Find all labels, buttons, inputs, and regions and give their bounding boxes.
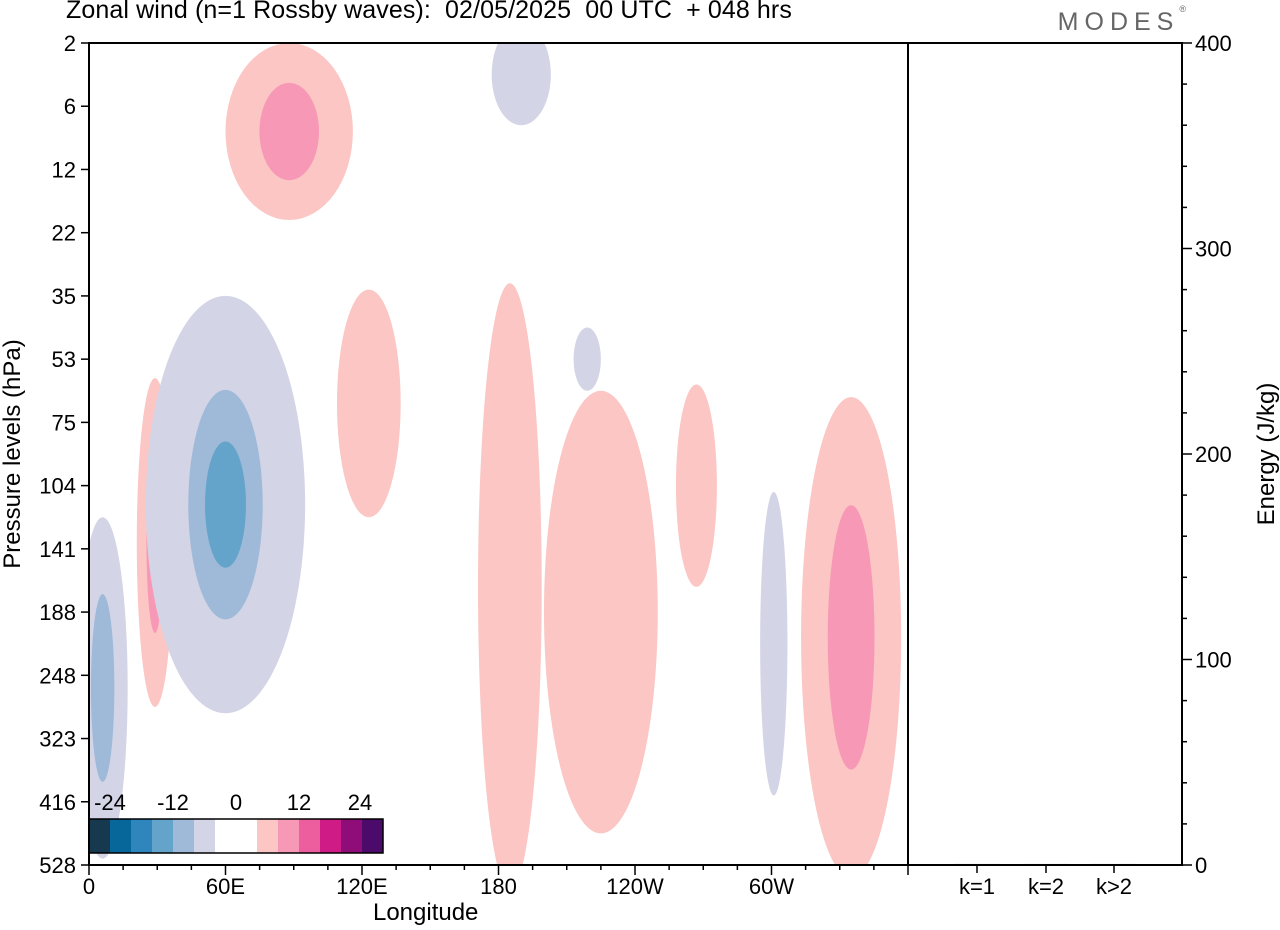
contour-positive-level-1 (675, 384, 717, 587)
contour-feature-12 (801, 397, 902, 865)
x-tick-label: 60E (206, 874, 245, 899)
energy-tick-label: 300 (1195, 237, 1232, 262)
chart-title: Zonal wind (n=1 Rossby waves): 02/05/202… (66, 0, 792, 24)
y-tick-label: 35 (52, 284, 76, 309)
colorbar-bin-zero (215, 819, 236, 853)
y-tick-label: 323 (39, 727, 76, 752)
y-tick-label: 53 (52, 347, 76, 372)
x-tick-label: 120E (336, 874, 387, 899)
colorbar-bin-neg1 (152, 819, 173, 853)
y-tick-label: 12 (52, 157, 76, 182)
colorbar-bin-pos0 (278, 819, 299, 853)
energy-bar-k=1 (954, 863, 1000, 866)
y-tick-label: 248 (39, 663, 76, 688)
colorbar-bin-pos1 (299, 819, 320, 853)
y-tick-label: 528 (39, 853, 76, 878)
contour-positive-level-2 (827, 505, 875, 770)
y-tick-label: 416 (39, 790, 76, 815)
x-tick-label: 60W (749, 874, 794, 899)
contour-feature-8 (478, 283, 542, 865)
energy-tick-label: 100 (1195, 648, 1232, 673)
contour-positive-level-1 (544, 390, 658, 834)
energy-bar-k>2 (1091, 863, 1137, 866)
colorbar: -24 -12 0 12 24 (88, 790, 384, 854)
energy-panel: 0 100 200 300 400 Energy (J/kg) k=1 k=2 k>2 (954, 31, 1280, 899)
colorbar-label: -12 (157, 790, 189, 815)
contour-negative-level-1 (760, 491, 788, 796)
contour-positive-level-1 (478, 283, 542, 865)
contour-positive-level-1 (336, 289, 401, 518)
y-tick-label: 2 (64, 31, 76, 56)
colorbar-bin-posL (257, 819, 278, 853)
x-tick-label: 180 (480, 874, 517, 899)
contour-negative-level-1 (491, 43, 551, 126)
energy-tick-label: 0 (1195, 853, 1207, 878)
y-tick-label: 75 (52, 410, 76, 435)
wind-contour-field (89, 43, 902, 865)
contour-feature-11 (760, 491, 788, 796)
energy-bar-k=2 (1023, 863, 1069, 866)
contour-feature-9 (544, 390, 658, 834)
x-tick-label: 0 (83, 874, 95, 899)
colorbar-label: 24 (348, 790, 372, 815)
brand-name: MODES (1057, 8, 1180, 36)
colorbar-bin-pos4 (362, 819, 383, 853)
y-tick-label: 104 (39, 474, 76, 499)
y-tick-label: 22 (52, 221, 76, 246)
contour-feature-4 (225, 43, 353, 221)
colorbar-bin-negL (194, 819, 215, 853)
x-axis: 0 60E 120E 180 120W 60W Longitude (83, 865, 909, 926)
contour-negative-level-1 (573, 327, 601, 391)
contour-negative-level-3 (205, 441, 246, 568)
contour-feature-6 (336, 289, 401, 518)
colorbar-bin-neg4 (89, 819, 110, 853)
colorbar-bin-pos2 (320, 819, 341, 853)
brand-logo: MODES® (1057, 4, 1186, 37)
registered-mark: ® (1179, 4, 1186, 14)
colorbar-label: -24 (94, 790, 126, 815)
contour-feature-5 (491, 43, 551, 126)
y-axis-label: Pressure levels (hPa) (0, 339, 26, 568)
colorbar-bin-zero (236, 819, 257, 853)
x-tick-label: 120W (606, 874, 664, 899)
energy-category-label: k=1 (959, 874, 995, 899)
energy-tick-label: 400 (1195, 31, 1232, 56)
colorbar-label: 12 (287, 790, 311, 815)
y-tick-label: 141 (39, 537, 76, 562)
energy-axis-label: Energy (J/kg) (1253, 383, 1280, 526)
y-tick-label: 188 (39, 600, 76, 625)
contour-feature-7 (573, 327, 601, 391)
contour-feature-10 (675, 384, 717, 587)
colorbar-bin-neg2 (131, 819, 152, 853)
x-axis-label: Longitude (373, 899, 478, 926)
colorbar-bin-neg0 (173, 819, 194, 853)
energy-category-label: k=2 (1028, 874, 1064, 899)
y-axis: 2 6 12 22 35 53 75 104 141 188 248 323 416 528 Pressur… (0, 31, 89, 878)
energy-category-label: k>2 (1096, 874, 1132, 899)
colorbar-bin-neg3 (110, 819, 131, 853)
y-tick-label: 6 (64, 94, 76, 119)
contour-feature-3 (145, 295, 306, 714)
contour-positive-level-2 (259, 82, 319, 181)
contour-negative-level-2 (90, 594, 115, 782)
energy-tick-label: 200 (1195, 442, 1232, 467)
colorbar-bin-pos3 (341, 819, 362, 853)
colorbar-label: 0 (230, 790, 242, 815)
contour-feature-2 (89, 517, 128, 859)
